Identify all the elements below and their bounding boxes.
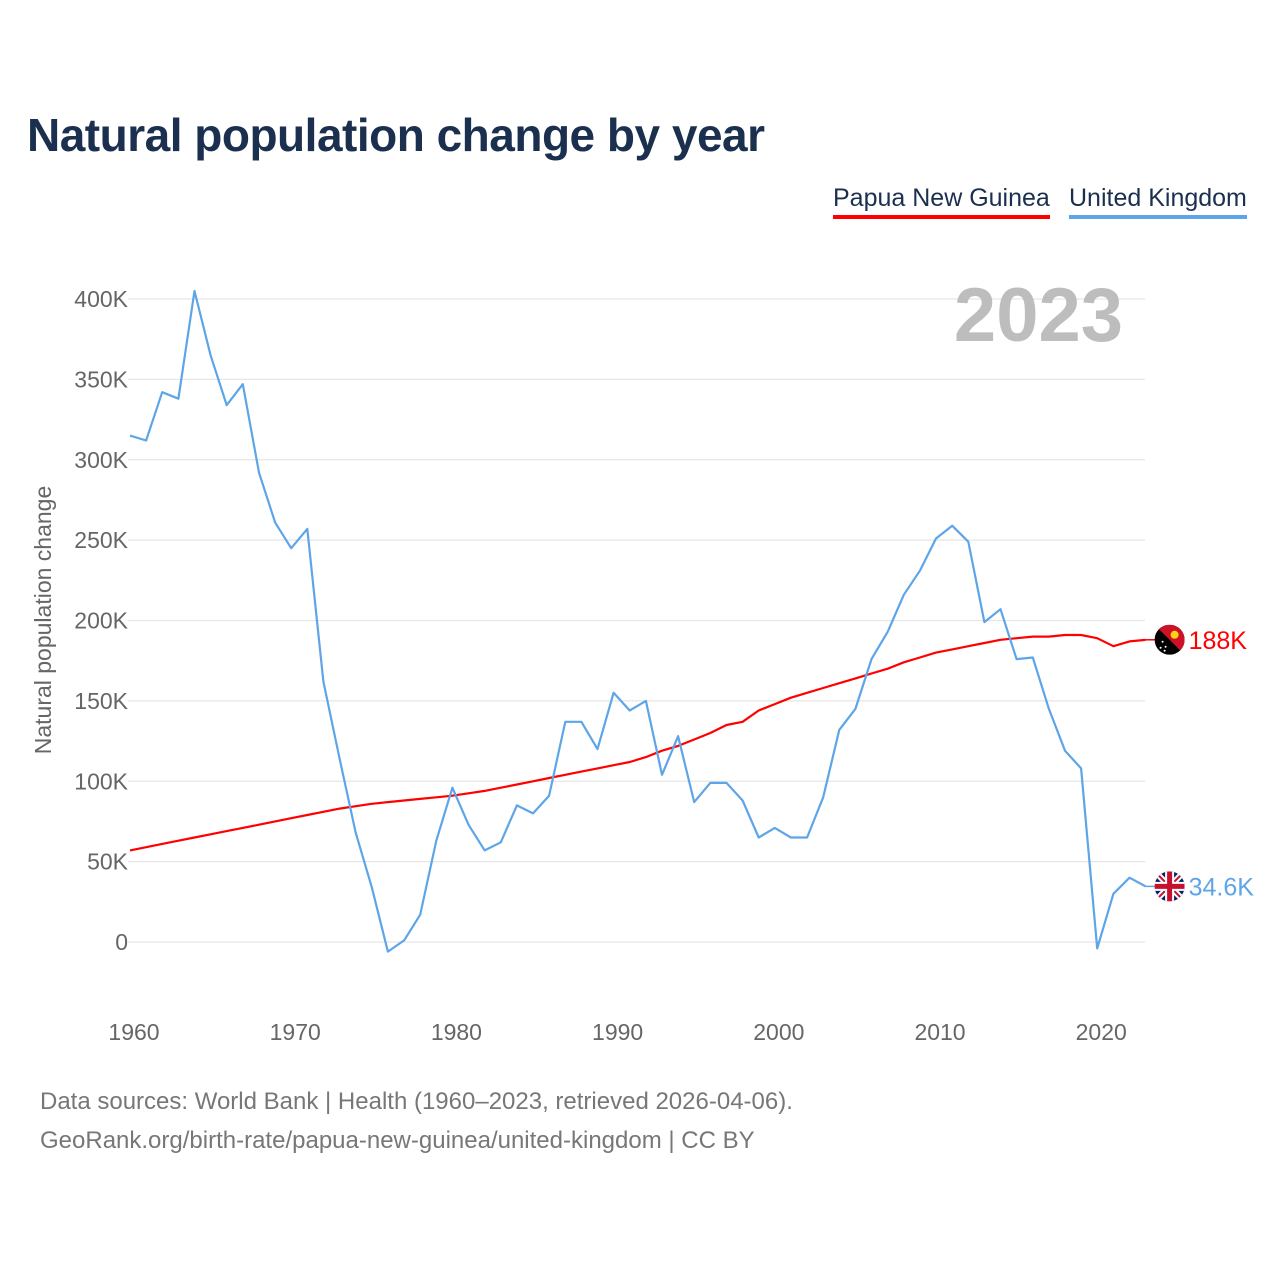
bird-of-paradise-icon bbox=[1170, 630, 1179, 639]
y-tick-label: 150K bbox=[74, 688, 128, 714]
footer-attribution[interactable]: GeoRank.org/birth-rate/papua-new-guinea/… bbox=[40, 1127, 755, 1154]
y-tick-label: 400K bbox=[74, 286, 128, 312]
united-kingdom-flag-icon bbox=[1154, 871, 1185, 902]
y-tick-label: 300K bbox=[74, 447, 128, 473]
x-tick-label: 1970 bbox=[270, 1019, 321, 1045]
series-line-united-kingdom bbox=[129, 289, 1147, 953]
legend-item-united-kingdom[interactable]: United Kingdom bbox=[1069, 184, 1247, 219]
y-tick-label: 50K bbox=[87, 849, 129, 875]
x-tick-label: 1990 bbox=[592, 1019, 643, 1045]
star-icon bbox=[1159, 646, 1162, 649]
x-tick-label: 2000 bbox=[753, 1019, 804, 1045]
legend-item-papua-new-guinea[interactable]: Papua New Guinea bbox=[833, 184, 1050, 219]
line-chart: 0 50K 100K 150K 200K 250K 300K 350K 400K 1960 197… bbox=[30, 273, 1255, 1045]
y-axis-label: Natural population change bbox=[30, 486, 56, 755]
x-tick-label: 2010 bbox=[914, 1019, 965, 1045]
end-value-label: 34.6K bbox=[1189, 873, 1255, 901]
x-tick-label: 1960 bbox=[108, 1019, 159, 1045]
y-tick-label: 250K bbox=[74, 527, 128, 553]
year-watermark: 2023 bbox=[954, 273, 1123, 358]
end-value-label: 188K bbox=[1189, 627, 1248, 655]
y-tick-label: 350K bbox=[74, 366, 128, 392]
footer-sources: Data sources: World Bank | Health (1960–… bbox=[40, 1088, 793, 1115]
star-icon bbox=[1163, 649, 1166, 652]
flag-cross bbox=[1154, 871, 1185, 902]
chart-title: Natural population change by year bbox=[27, 109, 765, 161]
y-tick-label: 200K bbox=[74, 608, 128, 634]
star-icon bbox=[1164, 645, 1167, 648]
star-icon bbox=[1161, 640, 1164, 643]
x-tick-label: 2020 bbox=[1076, 1019, 1127, 1045]
y-tick-label: 0 bbox=[115, 929, 128, 955]
series-line-papua-new-guinea bbox=[129, 633, 1146, 852]
y-tick-label: 100K bbox=[74, 768, 128, 794]
x-tick-label: 1980 bbox=[431, 1019, 482, 1045]
papua-new-guinea-flag-icon bbox=[1154, 624, 1185, 655]
